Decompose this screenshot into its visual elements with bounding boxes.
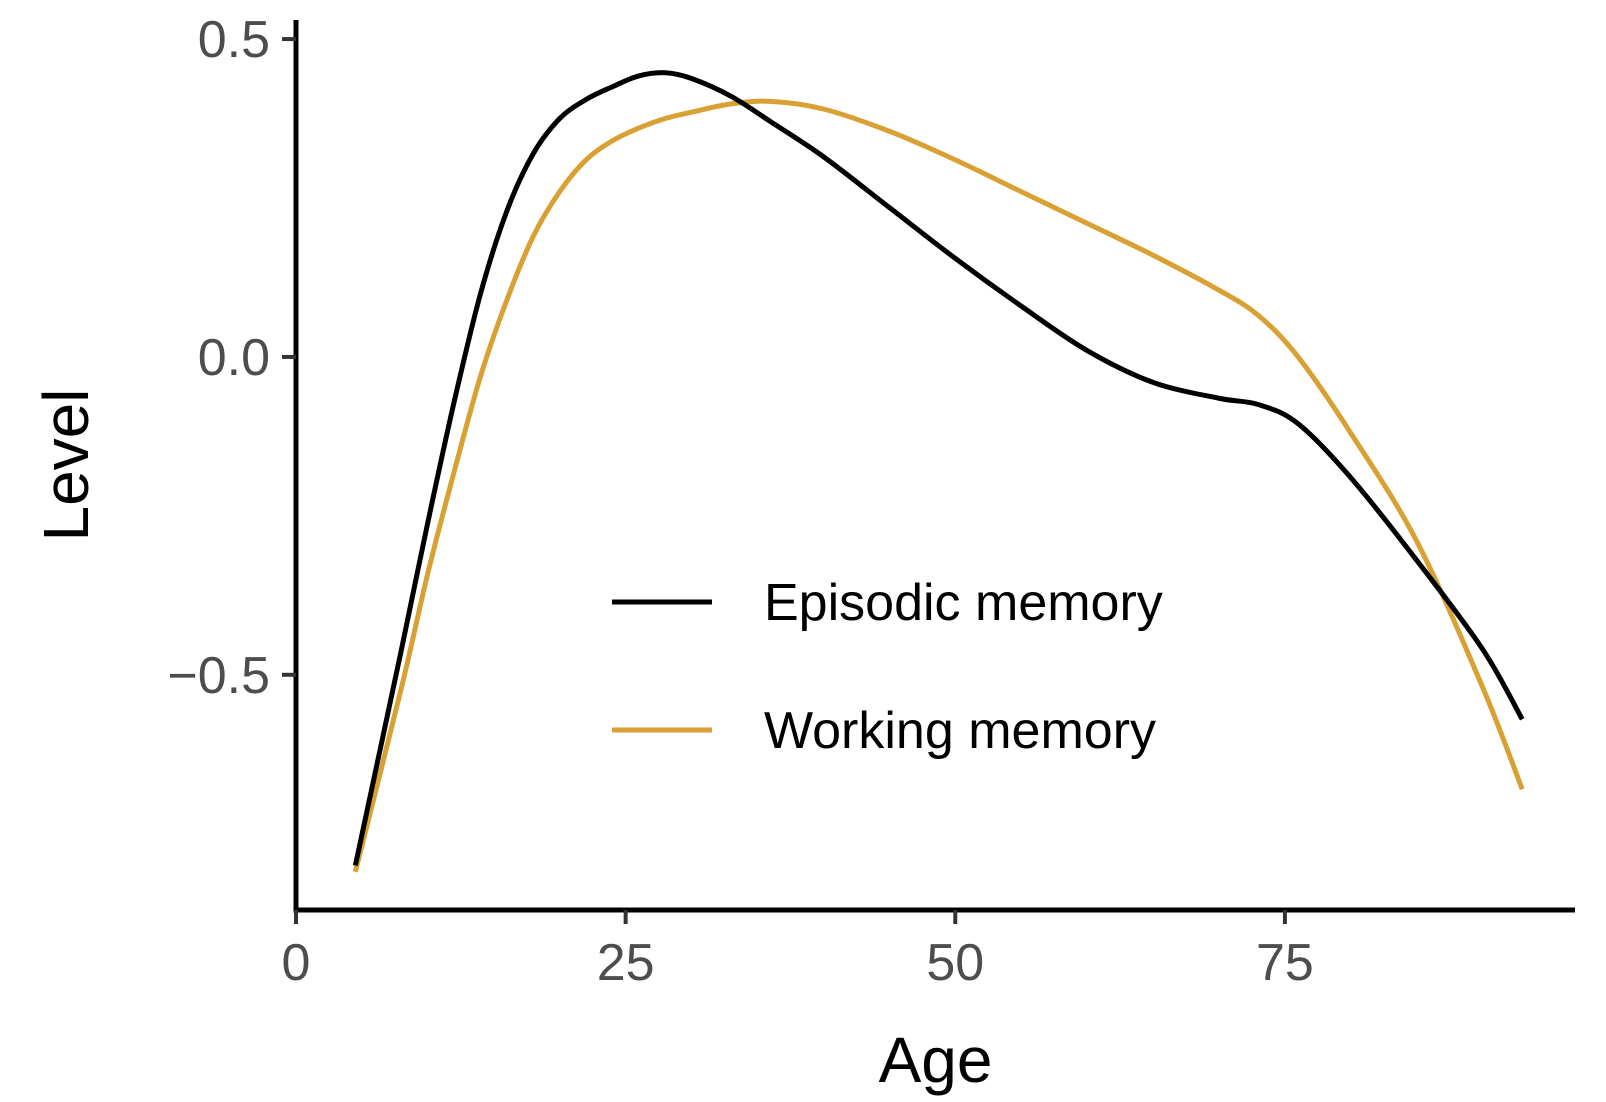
x-tick-label: 0 [282,934,311,992]
tick-labels: 0 25 50 75 −0.5 0.0 0.5 [167,11,1313,992]
x-tick-label: 50 [926,934,984,992]
x-tick-label: 75 [1256,934,1314,992]
legend: Episodic memory Working memory [612,574,1163,760]
series-line-episodic-memory [352,70,1525,867]
legend-label-episodic-memory: Episodic memory [764,574,1163,632]
y-tick-label: −0.5 [167,647,270,705]
y-tick-label: 0.0 [198,329,270,387]
y-axis-title: Level [30,389,102,542]
legend-label-working-memory: Working memory [764,702,1156,760]
series-line-working-memory [352,98,1525,873]
x-axis-title: Age [879,1024,993,1096]
y-tick-label: 0.5 [198,11,270,69]
plot-lines [352,70,1525,873]
x-tick-label: 25 [597,934,655,992]
axes [293,20,1575,913]
